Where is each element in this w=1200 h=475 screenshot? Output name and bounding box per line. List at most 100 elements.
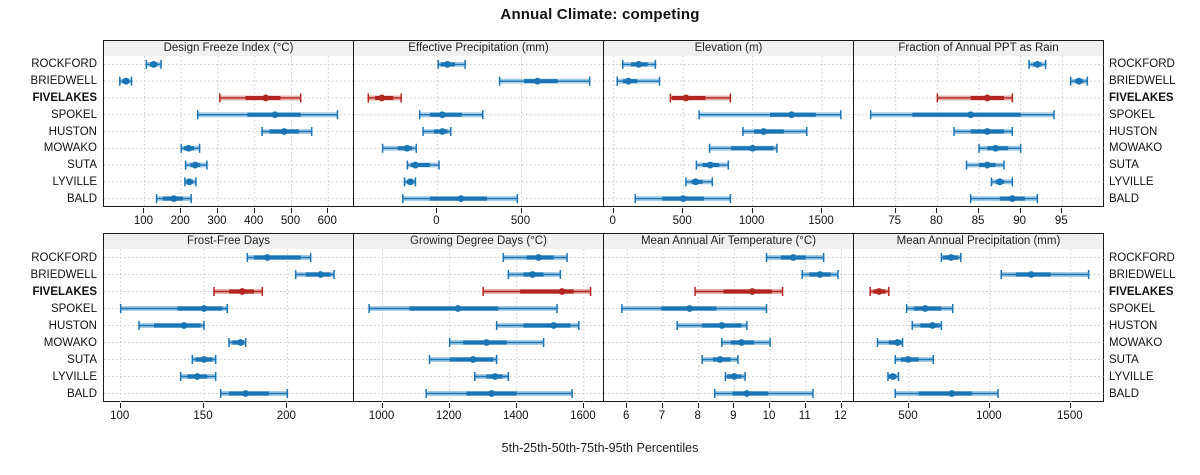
median-dot: [921, 305, 929, 312]
median-dot: [904, 356, 912, 363]
median-dot: [469, 356, 477, 363]
median-dot: [692, 178, 700, 186]
median-dot: [280, 128, 288, 135]
x-tick-mark: [1069, 403, 1071, 408]
panel-strip-title: Effective Precipitation (mm): [408, 42, 549, 54]
plot-canvas: [604, 249, 854, 402]
x-tick-mark: [626, 403, 628, 408]
median-dot: [789, 254, 797, 261]
row-label-right: SUTA: [1109, 353, 1139, 366]
row-label-left: HUSTON: [48, 319, 97, 332]
row-label-left: LYVILLE: [52, 370, 97, 383]
x-tick-mark: [520, 208, 522, 213]
plot-canvas: [604, 56, 854, 207]
x-tick-label: 90: [1013, 215, 1027, 227]
x-tick-label: 500: [510, 215, 531, 227]
panel-strip: Growing Degree Days (°C): [353, 233, 604, 250]
median-dot: [788, 111, 795, 119]
median-dot: [412, 161, 419, 169]
panel-plot: [353, 249, 604, 402]
median-dot: [929, 322, 936, 329]
x-tick-mark: [751, 208, 753, 213]
row-label-left: LYVILLE: [52, 175, 97, 188]
x-tick-mark: [143, 208, 145, 213]
x-tick-mark: [448, 403, 450, 408]
median-dot: [263, 254, 271, 261]
panel-plot: [853, 56, 1104, 207]
panel-strip: Mean Annual Precipitation (mm): [853, 233, 1104, 250]
x-tick-label: 10: [762, 410, 776, 422]
median-dot: [716, 356, 724, 363]
row-label-left: SUTA: [67, 353, 97, 366]
x-tick-mark: [988, 403, 990, 408]
row-label-left: SPOKEL: [50, 108, 97, 121]
plot-canvas: [354, 56, 604, 207]
row-label-right: ROCKFORD: [1109, 251, 1175, 264]
x-tick-label: 600: [317, 215, 337, 227]
x-tick-mark: [1019, 208, 1021, 213]
x-tick-mark: [821, 208, 823, 213]
row-label-right: ROCKFORD: [1109, 58, 1175, 71]
x-tick-mark: [203, 403, 204, 408]
panel-strip: Frost-Free Days: [103, 233, 354, 250]
x-tick-label: 8: [694, 410, 701, 422]
x-tick-label: 75: [888, 215, 902, 227]
panel-plot: [103, 249, 354, 402]
panel-strip: Effective Precipitation (mm): [353, 40, 604, 57]
median-dot: [816, 271, 824, 278]
median-dot: [983, 94, 991, 102]
median-dot: [122, 77, 130, 85]
median-dot: [686, 305, 694, 312]
x-tick-mark: [908, 403, 910, 408]
x-tick-mark: [216, 208, 218, 213]
row-label-left: HUSTON: [48, 125, 97, 138]
row-label-right: BALD: [1109, 387, 1140, 400]
row-label-left: MOWAKO: [43, 336, 97, 349]
median-dot: [403, 144, 411, 152]
x-tick-label: 1000: [738, 215, 765, 227]
x-tick-label: 6: [623, 410, 630, 422]
panel-strip-title: Elevation (m): [694, 42, 763, 54]
x-tick-mark: [697, 403, 699, 408]
x-tick-mark: [290, 208, 292, 213]
x-tick-mark: [582, 403, 584, 408]
x-tick-label: 11: [798, 410, 811, 422]
panel-plot: [603, 56, 854, 207]
median-dot: [730, 373, 738, 380]
row-label-left: FIVELAKES: [32, 91, 97, 104]
row-label-left: BALD: [66, 387, 97, 400]
median-dot: [1033, 60, 1041, 68]
median-dot: [983, 128, 991, 135]
row-label-right: SUTA: [1109, 159, 1139, 172]
row-label-left: ROCKFORD: [31, 251, 97, 264]
panel-plot: [853, 249, 1104, 402]
x-tick-mark: [119, 403, 121, 408]
median-dot: [444, 60, 451, 68]
x-tick-label: 300: [207, 215, 227, 227]
median-dot: [491, 373, 499, 380]
x-tick-label: 0: [609, 215, 616, 227]
x-tick-label: 95: [1054, 215, 1068, 227]
median-dot: [760, 128, 768, 135]
panel-plot: [103, 56, 354, 207]
x-tick-mark: [381, 403, 383, 408]
row-label-left: SUTA: [67, 159, 97, 172]
median-dot: [635, 60, 643, 68]
x-tick-label: 200: [170, 215, 190, 227]
row-label-right: LYVILLE: [1109, 370, 1154, 383]
row-label-right: BRIEDWELL: [1109, 268, 1176, 281]
x-tick-mark: [180, 208, 182, 213]
plot-canvas: [354, 249, 604, 402]
median-dot: [317, 271, 325, 278]
x-tick-mark: [769, 403, 771, 408]
row-label-right: BALD: [1109, 192, 1140, 205]
x-tick-mark: [612, 208, 614, 213]
row-label-right: MOWAKO: [1109, 336, 1163, 349]
median-dot: [706, 161, 714, 169]
plot-canvas: [104, 56, 354, 207]
row-label-left: BRIEDWELL: [30, 268, 97, 281]
median-dot: [718, 322, 726, 329]
median-dot: [550, 322, 558, 329]
median-dot: [483, 339, 490, 346]
